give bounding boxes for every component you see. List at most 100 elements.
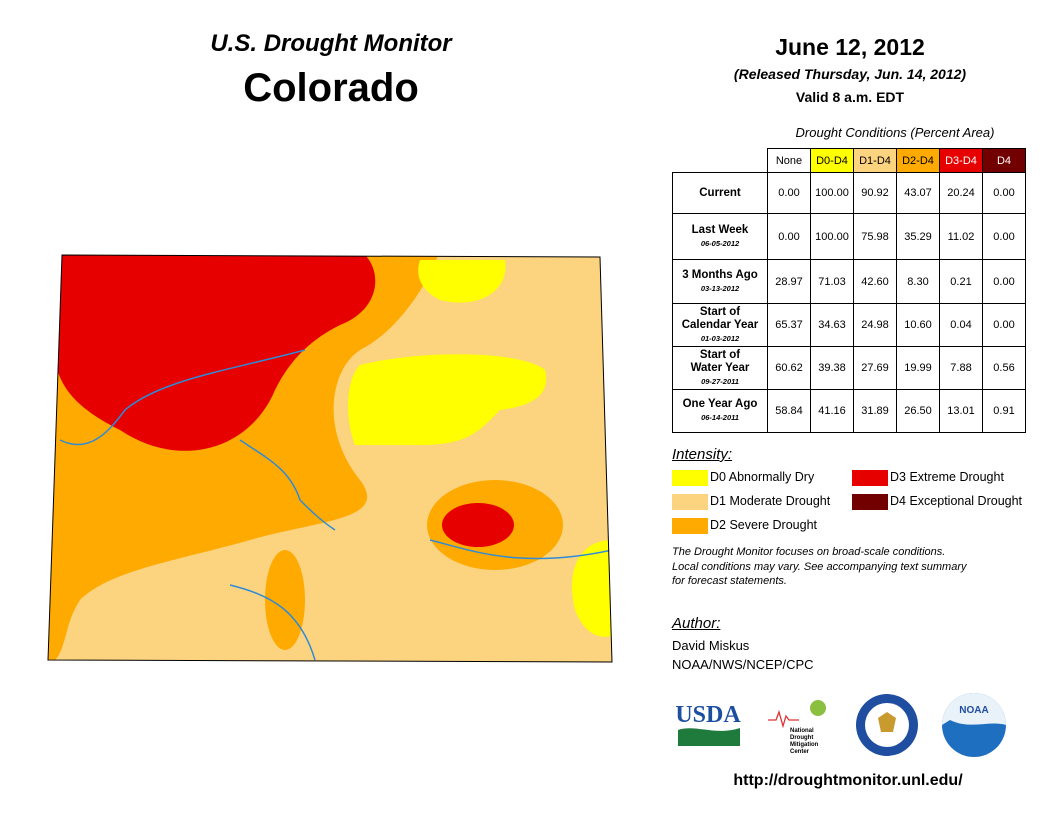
cell-value: 100.00	[810, 213, 854, 260]
ndmc-text: Center	[790, 749, 810, 755]
column-header: D3-D4	[939, 148, 983, 173]
cell-value: 65.37	[767, 303, 811, 347]
cell-value: 39.38	[810, 346, 854, 390]
legend-swatch	[852, 494, 888, 510]
commerce-eagle	[878, 712, 896, 732]
map	[47, 254, 613, 663]
legend-label: D3 Extreme Drought	[890, 470, 1004, 484]
cell-value: 60.62	[767, 346, 811, 390]
noaa-bird	[942, 693, 1006, 725]
legend-swatch	[672, 518, 708, 534]
cell-value: 35.29	[896, 213, 940, 260]
cell-value: 24.98	[853, 303, 897, 347]
cell-value: 0.00	[982, 172, 1026, 214]
cell-value: 42.60	[853, 259, 897, 304]
row-label-line: Water Year	[690, 361, 750, 374]
row-label-line: Current	[699, 186, 741, 199]
author-name: David Miskus	[672, 638, 750, 653]
cell-value: 100.00	[810, 172, 854, 214]
author-title: Author:	[672, 615, 721, 632]
cell-value: 0.56	[982, 346, 1026, 390]
row-date: 06-05-2012	[700, 238, 740, 248]
table-row: Start of Water Year 09-27-2011 60.62 39.38 27…	[672, 346, 1026, 390]
table-row: 3 Months Ago 03-13-2012 28.97 71.03 42.60 8.3…	[672, 259, 1026, 304]
cell-value: 71.03	[810, 259, 854, 304]
legend-swatch	[672, 470, 708, 486]
ndmc-mark	[768, 709, 799, 729]
title: U.S. Drought Monitor	[210, 30, 452, 57]
table-row: One Year Ago 06-14-2011 58.84 41.16 31.89 26.…	[672, 389, 1026, 433]
cell-value: 20.24	[939, 172, 983, 214]
cell-value: 75.98	[853, 213, 897, 260]
valid-time: Valid 8 a.m. EDT	[795, 89, 905, 105]
cell-value: 28.97	[767, 259, 811, 304]
d2-area	[378, 255, 420, 320]
row-label: Start of Water Year 09-27-2011	[672, 346, 768, 390]
cell-value: 0.00	[982, 259, 1026, 304]
cell-value: 0.00	[767, 213, 811, 260]
row-label-line: Calendar Year	[681, 318, 759, 331]
legend-label: D2 Severe Drought	[710, 518, 818, 532]
legend-label: D0 Abnormally Dry	[710, 470, 815, 484]
d0-area	[571, 540, 612, 637]
cell-value: 41.16	[810, 389, 854, 433]
cell-value: 43.07	[896, 172, 940, 214]
row-label-line: 3 Months Ago	[682, 268, 758, 281]
d3-area	[48, 255, 376, 451]
legend-title: Intensity:	[672, 446, 733, 463]
row-label: Current	[672, 172, 768, 214]
row-label: One Year Ago 06-14-2011	[672, 389, 768, 433]
column-header: D2-D4	[896, 148, 940, 173]
state-name: Colorado	[243, 66, 419, 110]
row-date: 01-03-2012	[700, 333, 740, 343]
row-label: Last Week 06-05-2012	[672, 213, 768, 260]
legend-label: D1 Moderate Drought	[710, 494, 831, 508]
cell-value: 10.60	[896, 303, 940, 347]
cell-value: 31.89	[853, 389, 897, 433]
cell-value: 90.92	[853, 172, 897, 214]
column-header: D0-D4	[810, 148, 854, 173]
url: http://droughtmonitor.unl.edu/	[733, 772, 963, 789]
legend-label: D4 Exceptional Drought	[890, 494, 1023, 508]
cell-value: 0.00	[982, 303, 1026, 347]
row-date: 06-14-2011	[701, 413, 739, 422]
usda-mark	[678, 728, 740, 746]
row-label-line: One Year Ago	[682, 398, 758, 410]
column-header: None	[767, 148, 811, 173]
row-label-line: Start of	[699, 305, 741, 318]
stats-table: None D0-D4 D1-D4 D2-D4 D3-D4 D4 Current 0.00 100…	[672, 148, 1026, 433]
legend-swatch	[672, 494, 708, 510]
release-date: (Released Thursday, Jun. 14, 2012)	[733, 66, 967, 82]
cell-value: 19.99	[896, 346, 940, 390]
cell-value: 0.00	[982, 213, 1026, 260]
row-label: 3 Months Ago 03-13-2012	[672, 259, 768, 304]
header-row: None D0-D4 D1-D4 D2-D4 D3-D4 D4	[673, 148, 1026, 173]
ndmc-text: National	[790, 728, 814, 734]
d0-area	[348, 354, 547, 445]
legend-swatch	[852, 470, 888, 486]
note-line: for forecast statements.	[672, 575, 787, 587]
ndmc-text: Drought	[790, 735, 813, 741]
cell-value: 0.91	[982, 389, 1026, 433]
noaa-logo: NOAA	[959, 705, 988, 716]
table-row: Current 0.00 100.00 90.92 43.07 20.24 0.00	[672, 172, 1026, 214]
cell-value: 8.30	[896, 259, 940, 304]
row-label-line: Last Week	[691, 223, 749, 236]
cell-value: 13.01	[939, 389, 983, 433]
ndmc-tree	[810, 700, 826, 716]
d0-area	[418, 260, 506, 303]
state-border	[47, 254, 613, 663]
river	[59, 349, 612, 661]
column-header: D4	[982, 148, 1026, 173]
map-date: June 12, 2012	[775, 34, 925, 60]
drought-areas	[48, 255, 612, 662]
note-line: Local conditions may vary. See accompany…	[672, 560, 967, 573]
corner-cell	[673, 149, 768, 173]
table-row: Last Week 06-05-2012 0.00 100.00 75.98 35.29 1…	[672, 213, 1026, 260]
cell-value: 27.69	[853, 346, 897, 390]
cell-value: 0.04	[939, 303, 983, 347]
cell-value: 34.63	[810, 303, 854, 347]
